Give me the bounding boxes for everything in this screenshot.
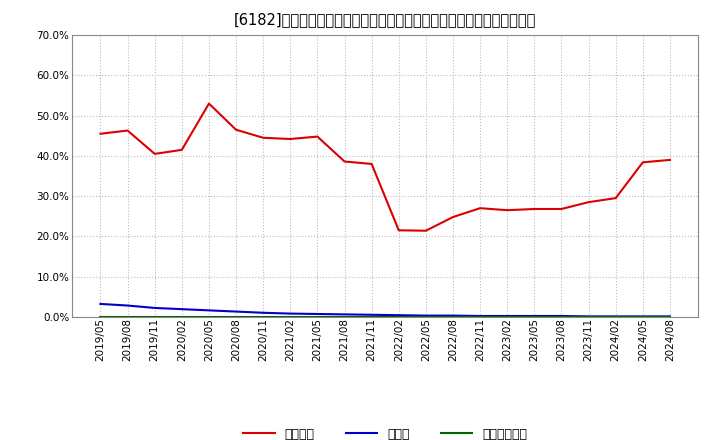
- のれん: [476, 313, 485, 319]
- 繰延税金資産: [421, 314, 430, 319]
- 繰延税金資産: [204, 314, 213, 319]
- 自己資本: [123, 128, 132, 133]
- 繰延税金資産: [150, 314, 159, 319]
- 繰延税金資産: [232, 314, 240, 319]
- のれん: [286, 311, 294, 316]
- 繰延税金資産: [584, 314, 593, 319]
- のれん: [449, 313, 457, 318]
- のれん: [530, 313, 539, 319]
- 自己資本: [503, 208, 511, 213]
- のれん: [421, 313, 430, 318]
- 自己資本: [639, 160, 647, 165]
- 繰延税金資産: [259, 314, 268, 319]
- 自己資本: [96, 131, 105, 136]
- 繰延税金資産: [178, 314, 186, 319]
- 繰延税金資産: [503, 314, 511, 319]
- のれん: [123, 303, 132, 308]
- 繰延税金資産: [476, 314, 485, 319]
- のれん: [639, 314, 647, 319]
- 自己資本: [611, 195, 620, 201]
- 繰延税金資産: [313, 314, 322, 319]
- 自己資本: [232, 127, 240, 132]
- のれん: [611, 314, 620, 319]
- 自己資本: [557, 206, 566, 212]
- 自己資本: [395, 227, 403, 233]
- のれん: [96, 301, 105, 307]
- 繰延税金資産: [367, 314, 376, 319]
- Title: [6182]　自己資本、のれん、繰延税金資産の総資産に対する比率の推移: [6182] 自己資本、のれん、繰延税金資産の総資産に対する比率の推移: [234, 12, 536, 27]
- 自己資本: [584, 199, 593, 205]
- のれん: [503, 313, 511, 319]
- 自己資本: [178, 147, 186, 153]
- のれん: [232, 309, 240, 314]
- 自己資本: [204, 101, 213, 106]
- Line: 自己資本: 自己資本: [101, 103, 670, 231]
- 繰延税金資産: [665, 314, 674, 319]
- のれん: [367, 312, 376, 317]
- 自己資本: [150, 151, 159, 157]
- 自己資本: [286, 136, 294, 142]
- 繰延税金資産: [123, 314, 132, 319]
- のれん: [313, 312, 322, 317]
- 自己資本: [530, 206, 539, 212]
- 繰延税金資産: [341, 314, 349, 319]
- 繰延税金資産: [639, 314, 647, 319]
- 自己資本: [259, 135, 268, 140]
- 自己資本: [449, 214, 457, 220]
- のれん: [341, 312, 349, 317]
- 自己資本: [313, 134, 322, 139]
- Legend: 自己資本, のれん, 繰延税金資産: 自己資本, のれん, 繰延税金資産: [238, 423, 532, 440]
- のれん: [150, 305, 159, 311]
- のれん: [665, 314, 674, 319]
- のれん: [178, 307, 186, 312]
- 自己資本: [665, 157, 674, 162]
- 自己資本: [341, 159, 349, 164]
- 自己資本: [476, 205, 485, 211]
- 繰延税金資産: [557, 314, 566, 319]
- のれん: [557, 313, 566, 319]
- のれん: [259, 310, 268, 315]
- Line: のれん: のれん: [101, 304, 670, 316]
- のれん: [395, 312, 403, 318]
- 繰延税金資産: [530, 314, 539, 319]
- 繰延税金資産: [96, 314, 105, 319]
- のれん: [584, 314, 593, 319]
- 自己資本: [367, 161, 376, 167]
- 繰延税金資産: [286, 314, 294, 319]
- のれん: [204, 308, 213, 313]
- 繰延税金資産: [395, 314, 403, 319]
- 繰延税金資産: [449, 314, 457, 319]
- 自己資本: [421, 228, 430, 233]
- 繰延税金資産: [611, 314, 620, 319]
